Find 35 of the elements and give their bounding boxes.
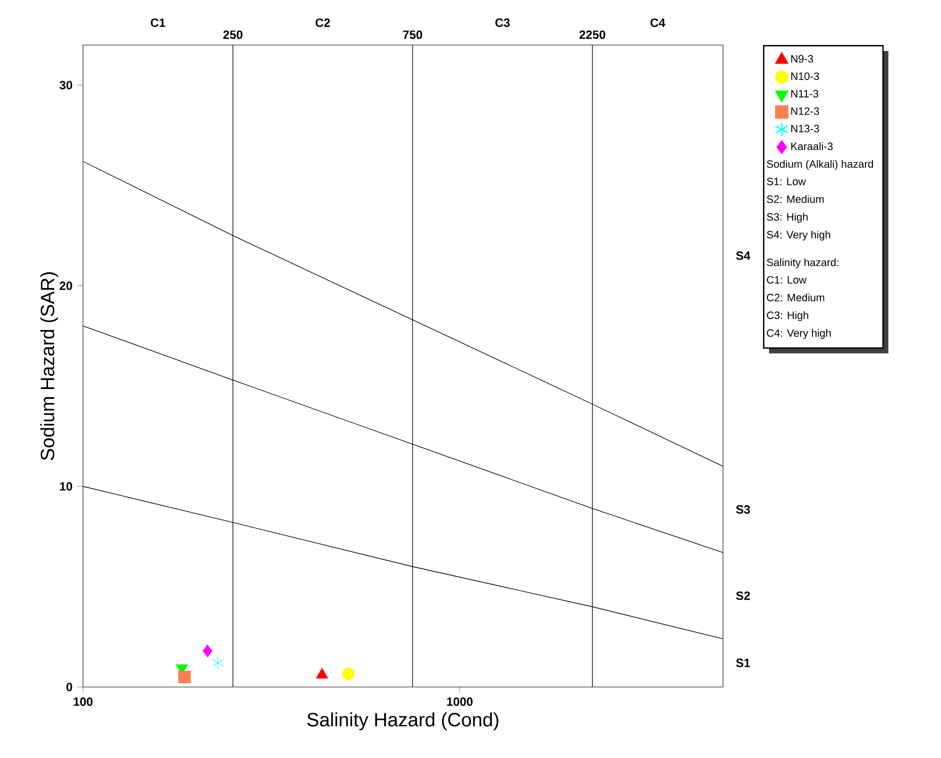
text: C1 xyxy=(150,18,166,27)
legend-label: N12-3 xyxy=(791,107,819,115)
legend-label: N11-3 xyxy=(791,90,818,98)
legend-label: N10-3 xyxy=(791,72,819,80)
text: Sodium (Alkali) hazard xyxy=(766,160,873,170)
text: C3: High xyxy=(766,311,808,322)
legend-label: N13-3 xyxy=(791,124,819,132)
text: S2 xyxy=(736,591,750,600)
y-tick-label: 20 xyxy=(60,281,72,290)
y-tick-label: 10 xyxy=(60,482,72,491)
legend-label: Karaali-3 xyxy=(791,142,833,150)
x-tick-label: 1000 xyxy=(447,697,473,706)
ref-line-label: 750 xyxy=(403,30,422,39)
x-axis-title: Salinity Hazard (Cond) xyxy=(307,712,498,730)
text: C2 xyxy=(316,18,330,27)
text: Salinity hazard: xyxy=(766,258,838,268)
text: C2: Medium xyxy=(766,294,824,302)
ref-line-label: 250 xyxy=(223,30,242,39)
text: C4: Very high xyxy=(766,328,831,339)
y-tick-label: 30 xyxy=(60,80,72,90)
text: S1 xyxy=(736,658,750,668)
y-axis-title: Sodium Hazard (SAR) xyxy=(40,272,58,460)
text: S4: Very high xyxy=(766,230,830,241)
text: C1: Low xyxy=(766,276,807,284)
text: S2: Medium xyxy=(766,195,824,203)
legend-label: N9-3 xyxy=(791,55,814,63)
ref-line-label: 2250 xyxy=(579,30,606,39)
x-tick-label: 100 xyxy=(74,697,93,706)
text: S3 xyxy=(736,505,750,514)
text: S4 xyxy=(736,251,750,260)
text: S1: Low xyxy=(766,178,806,186)
text: C3 xyxy=(495,18,510,27)
y-tick-label: 0 xyxy=(66,682,72,692)
text: C4 xyxy=(650,18,666,27)
text: S3: High xyxy=(766,212,808,223)
